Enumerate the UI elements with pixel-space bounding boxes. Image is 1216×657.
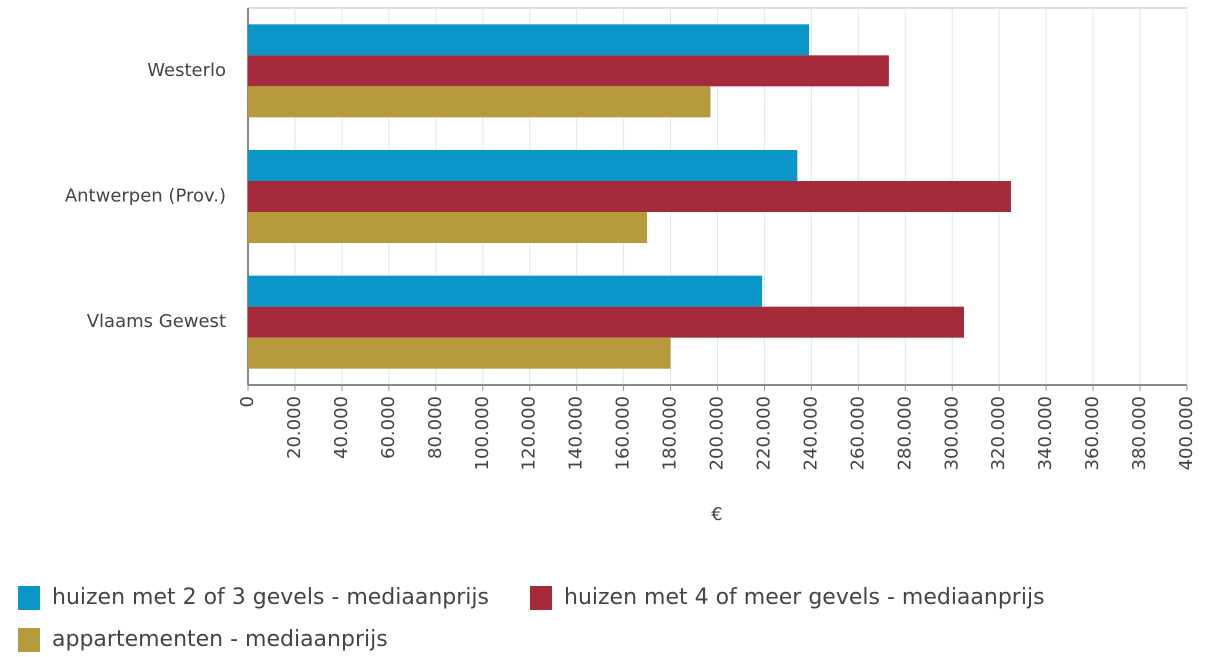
- x-tick-label: 360.000: [1082, 396, 1103, 470]
- x-tick-label: 80.000: [425, 396, 446, 459]
- y-tick-label: Westerlo: [147, 60, 226, 81]
- y-tick-label: Antwerpen (Prov.): [65, 186, 226, 207]
- x-tick-label: 400.000: [1176, 396, 1197, 470]
- x-tick-label: 160.000: [613, 396, 634, 470]
- bar: [248, 275, 763, 307]
- x-tick-label: 120.000: [519, 396, 540, 470]
- y-tick-label: Vlaams Gewest: [87, 311, 226, 332]
- x-tick-label: 260.000: [847, 396, 868, 470]
- x-tick-label: 220.000: [753, 396, 774, 470]
- x-tick-label: 60.000: [378, 396, 399, 459]
- legend-label: huizen met 4 of meer gevels - mediaanpri…: [564, 585, 1045, 610]
- bar: [248, 306, 964, 338]
- bar: [248, 181, 1011, 212]
- x-tick-label: 40.000: [331, 396, 352, 459]
- x-tick-label: 300.000: [941, 396, 962, 470]
- x-tick-label: 200.000: [707, 396, 728, 470]
- x-tick-label: 280.000: [894, 396, 915, 470]
- x-tick-label: 20.000: [284, 396, 305, 459]
- bar: [248, 337, 671, 369]
- legend-label: huizen met 2 of 3 gevels - mediaanprijs: [52, 585, 489, 610]
- x-tick-label: 320.000: [988, 396, 1009, 470]
- x-tick-label: 240.000: [800, 396, 821, 470]
- x-tick-label: 180.000: [660, 396, 681, 470]
- bar: [248, 55, 889, 87]
- legend-swatch: [18, 586, 40, 610]
- legend-swatch: [18, 628, 40, 652]
- x-tick-label: 380.000: [1129, 396, 1150, 470]
- x-axis-label: €: [711, 504, 722, 525]
- x-tick-label: 140.000: [566, 396, 587, 470]
- x-tick-label: 340.000: [1035, 396, 1056, 470]
- bar: [248, 212, 648, 243]
- legend-label: appartementen - mediaanprijs: [52, 627, 388, 652]
- x-tick-label: 100.000: [472, 396, 493, 470]
- bar: [248, 150, 798, 181]
- bar: [248, 86, 711, 118]
- x-tick-label: 0: [237, 396, 258, 407]
- bar: [248, 24, 810, 56]
- legend-swatch: [530, 586, 552, 610]
